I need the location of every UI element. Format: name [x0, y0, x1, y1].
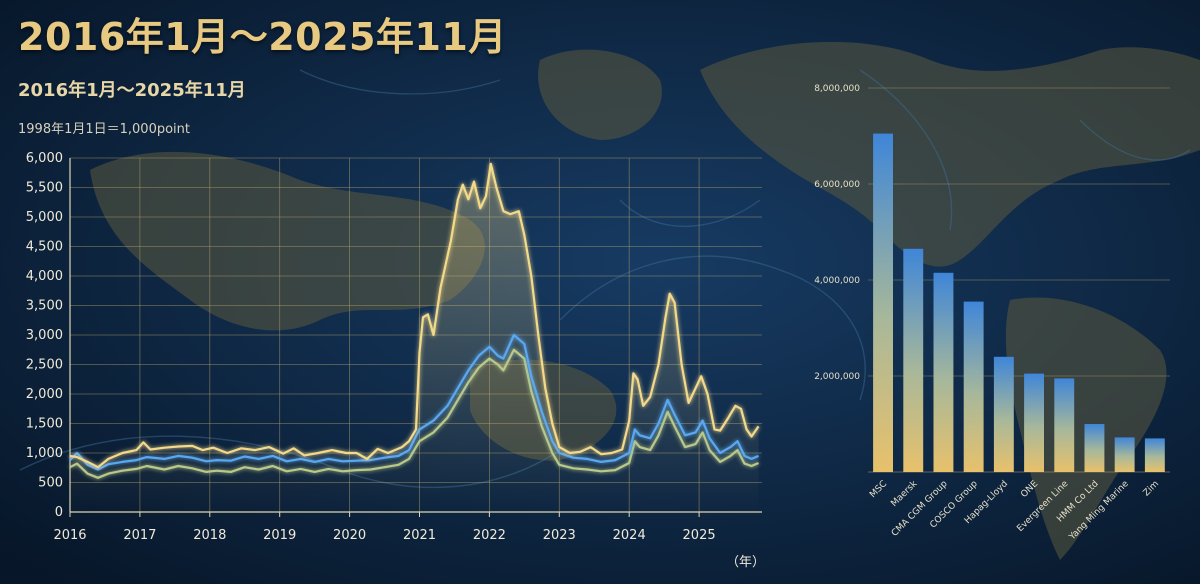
x-tick-label: 2017	[123, 528, 156, 543]
line-chart-y-tick-labels: 0 500 1,000 1,500 2,000 2,500 3,000 3,500 4,000 4…	[26, 151, 63, 520]
y-tick-label: 500	[38, 476, 63, 491]
line-chart-area-fill	[70, 163, 759, 512]
index-base-note: 1998年1月1日＝1,000point	[18, 122, 190, 137]
line-chart-series-group	[69, 162, 760, 479]
x-tick-label: 2021	[403, 528, 436, 543]
y-tick-label: 4,500	[26, 240, 63, 255]
bar-7	[1054, 378, 1075, 472]
y-tick-label: 5,500	[26, 181, 63, 196]
bar-4	[963, 301, 984, 472]
x-axis-unit-label: （年）	[726, 555, 765, 570]
bar-6	[1024, 373, 1044, 472]
line-chart: 0 500 1,000 1,500 2,000 2,500 3,000 3,500 4,000 4…	[26, 151, 765, 570]
y-tick-label: 1,500	[26, 417, 63, 432]
y-tick-label: 2,500	[26, 358, 63, 373]
y-tick-label: 4,000	[26, 269, 63, 284]
x-tick-label: 2024	[613, 528, 646, 543]
page-title: 2016年1月～2025年11月	[18, 15, 507, 59]
bar-8	[1084, 424, 1105, 472]
x-tick-label: 2019	[263, 528, 296, 543]
bar-y-tick-label: 6,000,000	[814, 180, 860, 190]
bar-chart-bars	[873, 133, 1165, 472]
y-tick-label: 5,000	[26, 210, 63, 225]
x-tick-label: 2022	[473, 528, 506, 543]
y-tick-label: 2,000	[26, 387, 63, 402]
x-tick-label: 2023	[543, 528, 576, 543]
chart-subtitle: 2016年1月～2025年11月	[18, 80, 246, 101]
bar-2	[903, 248, 924, 472]
x-tick-label: 2018	[193, 528, 226, 543]
bar-y-tick-label: 4,000,000	[814, 276, 860, 286]
y-tick-label: 3,500	[26, 299, 63, 314]
bar-3	[933, 272, 954, 472]
bar-9	[1114, 437, 1135, 472]
bar-y-tick-label: 2,000,000	[814, 372, 860, 382]
line-series-gold	[69, 162, 760, 469]
x-tick-label: 2025	[683, 528, 716, 543]
bar-chart-y-tick-labels: 8,000,000 6,000,000 4,000,000 2,000,000	[814, 84, 860, 382]
y-tick-label: 0	[55, 505, 63, 520]
line-series-green	[69, 348, 759, 479]
x-tick-label: 2016	[53, 528, 86, 543]
y-tick-label: 1,000	[26, 446, 63, 461]
y-tick-label: 3,000	[26, 328, 63, 343]
line-series-blue	[69, 333, 759, 471]
x-tick-label: 2020	[333, 528, 366, 543]
y-tick-label: 6,000	[26, 151, 63, 166]
line-chart-x-tick-labels: 2016 2017 2018 2019 2020 2021 2022 2023 2024 2025	[53, 528, 715, 543]
bar-10	[1144, 438, 1165, 472]
bar-5	[993, 356, 1014, 472]
bar-y-tick-label: 8,000,000	[814, 84, 860, 94]
bar-1	[873, 133, 893, 472]
